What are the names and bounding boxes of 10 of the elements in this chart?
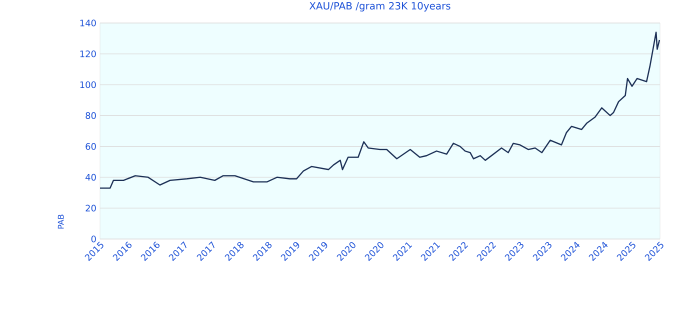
line-series	[100, 32, 660, 189]
y-tick-label: 0	[91, 236, 96, 242]
y-tick-label: 100	[80, 81, 96, 88]
y-tick-label: 20	[86, 204, 96, 212]
y-tick-label: 80	[86, 112, 96, 119]
chart-title: XAU/PAB /gram 23K 10years	[309, 2, 450, 12]
y-tick-label: 140	[80, 20, 96, 26]
y-tick-label: 120	[80, 50, 96, 58]
y-tick-label: 60	[86, 143, 96, 150]
y-tick-label: 40	[86, 174, 96, 181]
